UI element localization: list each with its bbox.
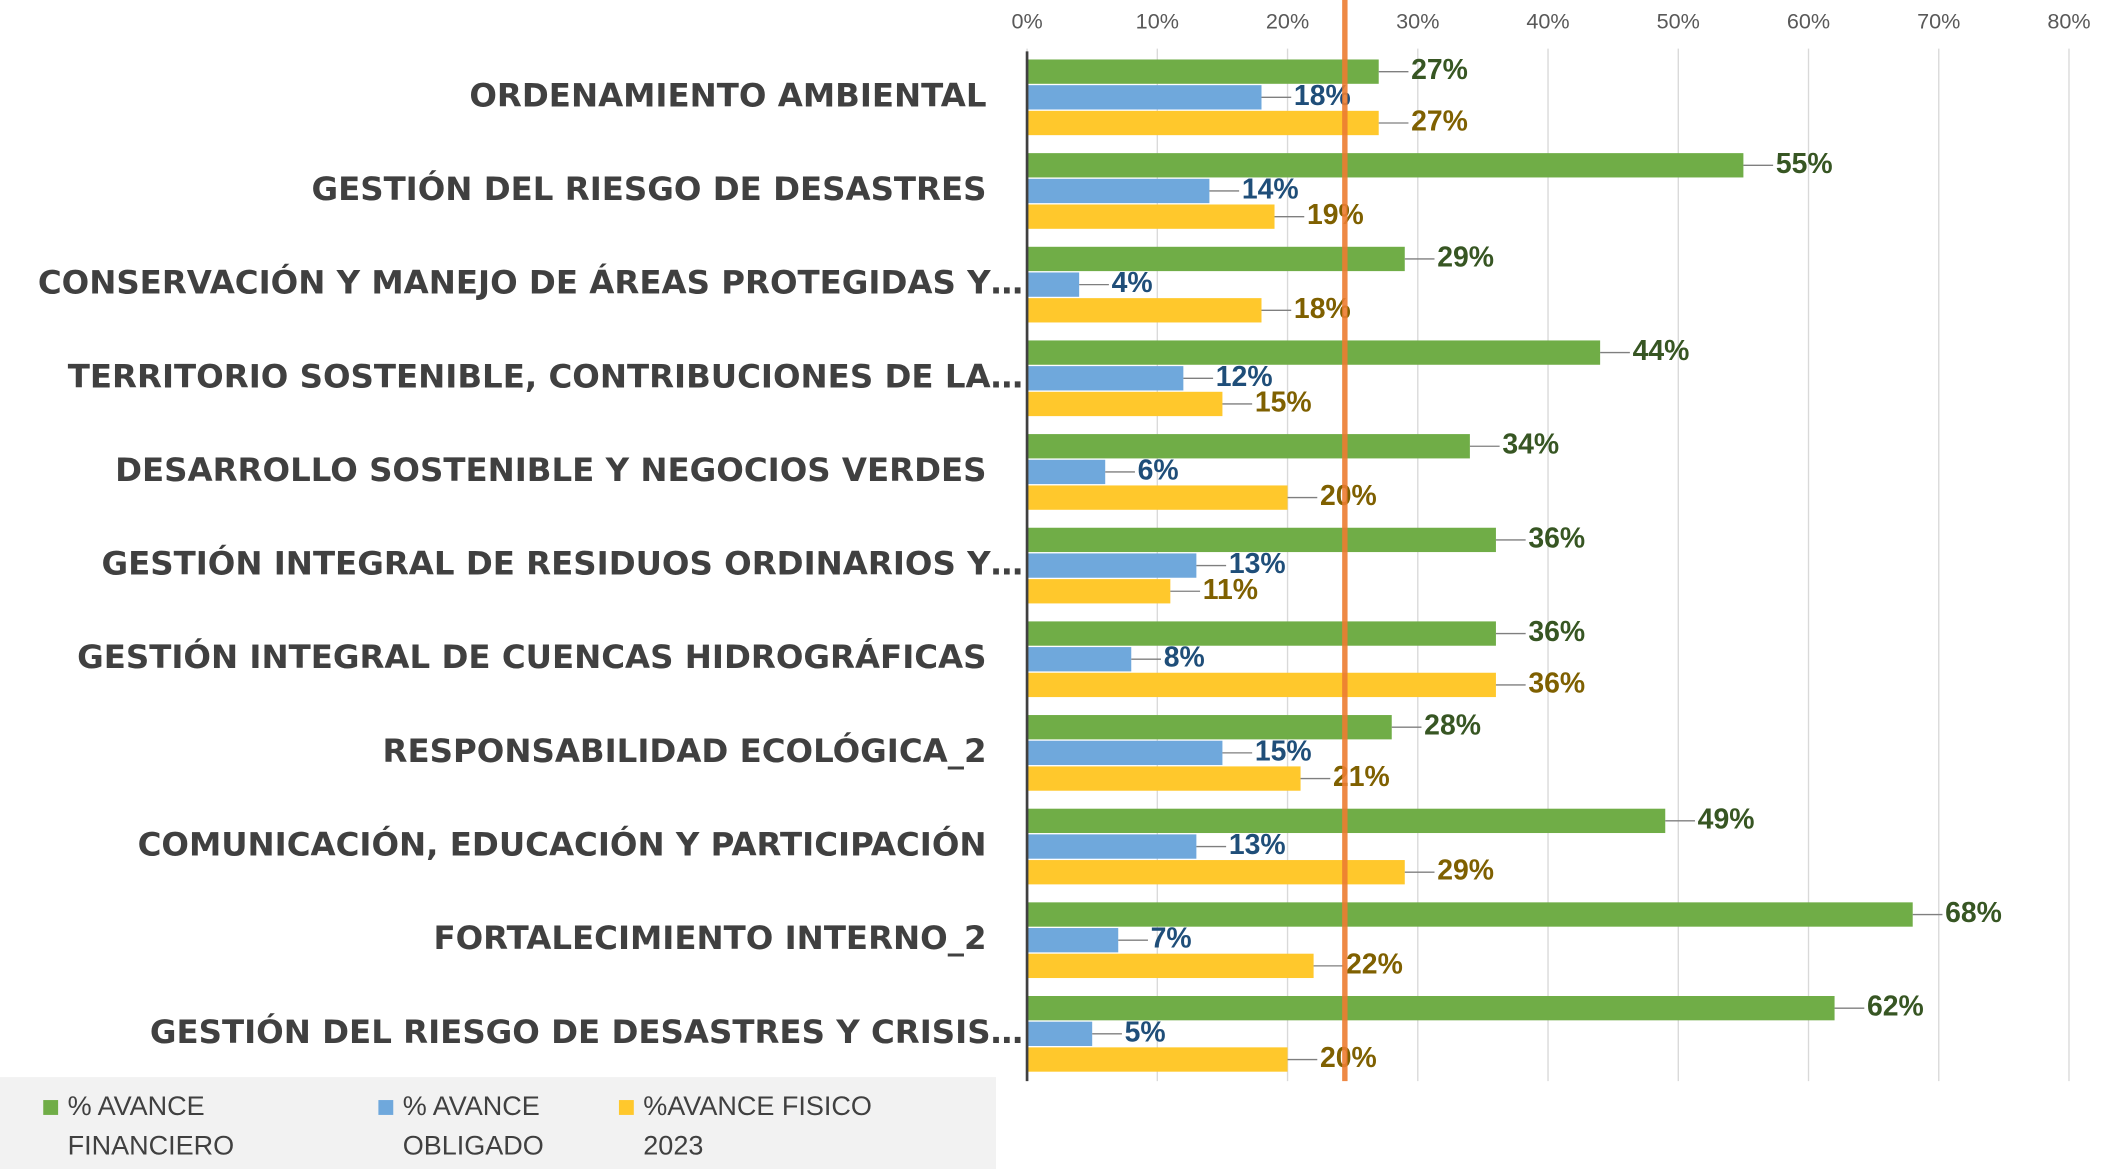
data-label: 20% bbox=[1320, 480, 1377, 512]
bar bbox=[1027, 246, 1405, 272]
bar bbox=[1027, 366, 1184, 391]
data-label: 19% bbox=[1307, 199, 1364, 231]
data-label: 36% bbox=[1528, 616, 1585, 648]
category-label: TERRITORIO SOSTENIBLE, CONTRIBUCIONES DE… bbox=[68, 357, 1023, 395]
data-label: 28% bbox=[1424, 710, 1481, 742]
bar bbox=[1027, 272, 1080, 297]
x-tick-label: 0% bbox=[1011, 9, 1042, 34]
data-label: 49% bbox=[1698, 803, 1755, 835]
legend-swatch bbox=[43, 1100, 59, 1115]
data-label: 44% bbox=[1633, 335, 1690, 367]
bar bbox=[1027, 391, 1223, 417]
bar bbox=[1027, 740, 1223, 766]
data-label: 55% bbox=[1776, 148, 1833, 180]
x-tick-label: 50% bbox=[1657, 9, 1700, 34]
data-label: 15% bbox=[1255, 735, 1312, 767]
data-label: 4% bbox=[1112, 267, 1153, 299]
category-label: GESTIÓN INTEGRAL DE RESIDUOS ORDINARIOS … bbox=[101, 544, 1023, 583]
x-tick-label: 30% bbox=[1396, 9, 1439, 34]
data-label: 36% bbox=[1528, 522, 1585, 554]
legend-label: %AVANCE FISICO 2023 bbox=[643, 1091, 872, 1160]
bar bbox=[1027, 110, 1379, 136]
bar bbox=[1027, 996, 1835, 1021]
legend-swatch bbox=[378, 1100, 394, 1115]
legend-line: OBLIGADO bbox=[403, 1130, 544, 1160]
data-label: 21% bbox=[1333, 761, 1390, 793]
category-label: GESTIÓN DEL RIESGO DE DESASTRES bbox=[311, 169, 986, 208]
category-label: ORDENAMIENTO AMBIENTAL bbox=[469, 76, 986, 114]
x-tick-label: 20% bbox=[1266, 9, 1309, 34]
category-label: GESTIÓN INTEGRAL DE CUENCAS HIDROGRÁFICA… bbox=[77, 637, 986, 676]
legend-line: FINANCIERO bbox=[68, 1130, 235, 1160]
bar bbox=[1027, 553, 1197, 578]
bar bbox=[1027, 928, 1119, 953]
category-label: DESARROLLO SOSTENIBLE Y NEGOCIOS VERDES bbox=[115, 451, 986, 489]
bar bbox=[1027, 527, 1496, 553]
data-label: 11% bbox=[1203, 574, 1258, 606]
data-label: 7% bbox=[1151, 923, 1192, 955]
data-label: 34% bbox=[1502, 429, 1559, 461]
data-label: 6% bbox=[1138, 454, 1179, 486]
data-label: 18% bbox=[1294, 80, 1351, 112]
category-label: CONSERVACIÓN Y MANEJO DE ÁREAS PROTEGIDA… bbox=[38, 263, 1023, 302]
data-label: 13% bbox=[1229, 829, 1286, 861]
bar bbox=[1027, 459, 1106, 485]
legend-line: %AVANCE FISICO bbox=[643, 1091, 872, 1121]
bar bbox=[1027, 340, 1601, 365]
bar bbox=[1027, 153, 1744, 178]
x-tick-label: 40% bbox=[1526, 9, 1569, 34]
data-label: 62% bbox=[1867, 991, 1924, 1023]
bar bbox=[1027, 1021, 1093, 1047]
data-label: 29% bbox=[1437, 855, 1494, 887]
x-tick-label: 60% bbox=[1787, 9, 1830, 34]
data-label: 27% bbox=[1411, 105, 1468, 137]
data-label: 27% bbox=[1411, 54, 1468, 86]
data-label: 22% bbox=[1346, 948, 1403, 980]
category-label: RESPONSABILIDAD ECOLÓGICA_2 bbox=[383, 731, 987, 770]
data-label: 68% bbox=[1945, 897, 2002, 929]
bar bbox=[1027, 178, 1210, 204]
category-label: GESTIÓN DEL RIESGO DE DESASTRES Y CRISIS… bbox=[150, 1012, 1023, 1051]
data-label: 5% bbox=[1125, 1016, 1166, 1048]
data-label: 20% bbox=[1320, 1042, 1377, 1074]
legend-label: % AVANCE OBLIGADO bbox=[403, 1091, 544, 1160]
bar bbox=[1027, 485, 1288, 510]
legend-line: % AVANCE bbox=[68, 1091, 205, 1121]
x-tick-label: 80% bbox=[2047, 9, 2090, 34]
bar bbox=[1027, 59, 1379, 84]
category-label: COMUNICACIÓN, EDUCACIÓN Y PARTICIPACIÓN bbox=[138, 825, 987, 864]
bar bbox=[1027, 860, 1405, 885]
legend-box bbox=[0, 1077, 996, 1169]
bar bbox=[1027, 621, 1496, 646]
category-label: FORTALECIMIENTO INTERNO_2 bbox=[433, 919, 986, 957]
bar bbox=[1027, 715, 1392, 740]
bar bbox=[1027, 647, 1132, 672]
data-label: 13% bbox=[1229, 548, 1286, 580]
bar bbox=[1027, 834, 1197, 859]
x-tick-label: 10% bbox=[1136, 9, 1179, 34]
x-tick-label: 70% bbox=[1917, 9, 1960, 34]
bar bbox=[1027, 204, 1275, 229]
data-label: 18% bbox=[1294, 293, 1351, 325]
data-label: 29% bbox=[1437, 241, 1494, 273]
bar bbox=[1027, 766, 1301, 791]
bar bbox=[1027, 1047, 1288, 1072]
bar bbox=[1027, 672, 1496, 698]
data-label: 15% bbox=[1255, 386, 1312, 418]
bar bbox=[1027, 902, 1913, 927]
data-label: 14% bbox=[1242, 173, 1299, 205]
legend-line: 2023 bbox=[643, 1130, 703, 1160]
legend-label: % AVANCEFINANCIERO2023… bbox=[68, 1091, 235, 1169]
legend-line: % AVANCE bbox=[403, 1091, 540, 1121]
bar bbox=[1027, 953, 1314, 979]
data-label: 12% bbox=[1216, 361, 1273, 393]
bar bbox=[1027, 298, 1262, 323]
legend-swatch bbox=[618, 1100, 634, 1115]
bar bbox=[1027, 434, 1470, 459]
bar bbox=[1027, 579, 1171, 604]
bar bbox=[1027, 85, 1262, 110]
data-label: 36% bbox=[1528, 667, 1585, 699]
data-label: 8% bbox=[1164, 642, 1205, 674]
